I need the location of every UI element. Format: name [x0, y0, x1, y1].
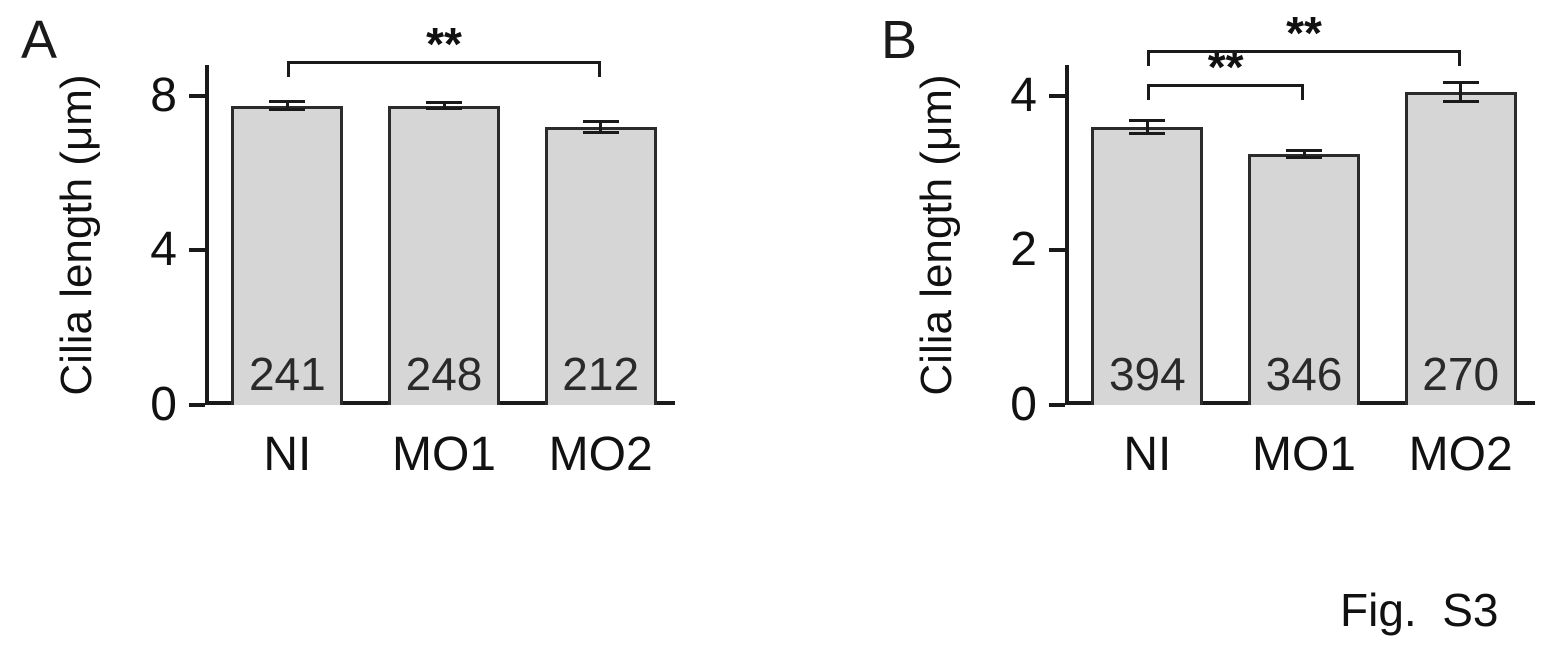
bar-count-label: 394 [1108, 348, 1186, 400]
y-tick-label: 8 [150, 68, 177, 122]
y-tick-label: 4 [1010, 68, 1037, 122]
error-bar-cap-bottom [1129, 131, 1166, 135]
y-tick-label: 0 [1010, 378, 1037, 431]
y-tick-mark [189, 93, 205, 98]
bar-count-label: 248 [405, 348, 483, 400]
chart-a: Cilia length (μm) 0 4 8 241 NI 248 MO1 212 MO2 ** [15, 5, 735, 545]
bar-count-label: 212 [562, 348, 640, 400]
error-bar-cap-bottom [1286, 156, 1322, 160]
significance-bracket-line [287, 61, 601, 65]
y-tick-mark [1049, 93, 1065, 98]
error-bar-cap-bottom [1442, 99, 1479, 103]
error-bar-cap-top [1442, 81, 1479, 85]
panel-b-label: B [881, 10, 918, 70]
significance-bracket-line [1147, 49, 1461, 53]
y-tick-mark [1049, 403, 1065, 407]
significance-bracket-line [1147, 84, 1304, 88]
significance-label: ** [1286, 6, 1322, 59]
x-tick-label: NI [1123, 428, 1172, 481]
y-tick-label: 0 [150, 378, 177, 431]
y-tick-label: 4 [150, 223, 177, 277]
error-bar-cap-bottom [582, 131, 619, 135]
significance-bracket-end-right [597, 61, 601, 78]
error-bar-cap-top [1286, 148, 1322, 152]
error-bar-line [1459, 82, 1463, 102]
bar-count-label: 346 [1265, 348, 1343, 400]
bar [1404, 92, 1517, 405]
error-bar-cap-top [1129, 119, 1166, 123]
significance-bracket-end-left [1147, 84, 1151, 101]
error-bar-line [1145, 120, 1149, 133]
x-tick-label: NI [263, 428, 312, 481]
y-tick-mark [189, 248, 205, 253]
panel-a-label: A [21, 10, 58, 70]
error-bar-line [442, 102, 446, 109]
y-tick-label: 2 [1010, 223, 1037, 277]
x-tick-label: MO1 [1251, 428, 1356, 481]
bar [1091, 126, 1204, 405]
bar [1248, 153, 1360, 405]
panel-b: B Cilia length (μm) 0 2 4 394 NI 346 MO1 270 MO2 *… [875, 5, 1566, 545]
y-tick-mark [1049, 248, 1065, 253]
bar-count-label: 241 [248, 348, 326, 400]
error-bar-cap-top [269, 100, 306, 104]
bar-count-label: 270 [1422, 348, 1500, 400]
error-bar-line [1302, 150, 1306, 158]
bar [544, 126, 657, 405]
significance-label: ** [426, 18, 462, 71]
error-bar-cap-top [426, 100, 462, 104]
x-tick-label: MO2 [548, 428, 653, 481]
error-bar-line [285, 101, 289, 110]
bar [231, 105, 344, 405]
error-bar-cap-top [582, 119, 619, 123]
error-bar-cap-bottom [269, 107, 306, 111]
error-bar-line [599, 121, 603, 133]
significance-bracket-end-right [1457, 49, 1461, 66]
significance-bracket-end-left [287, 61, 291, 78]
y-tick-mark [189, 403, 205, 407]
significance-bracket-end-right [1301, 84, 1304, 101]
x-tick-label: MO1 [391, 428, 496, 481]
error-bar-cap-bottom [426, 107, 462, 111]
significance-bracket-end-left [1147, 49, 1151, 66]
figure-caption: Fig. S3 [1340, 584, 1499, 636]
x-tick-label: MO2 [1408, 428, 1513, 481]
panel-a: A Cilia length (μm) 0 4 8 241 NI 248 MO1 212 MO2 *… [15, 5, 735, 545]
chart-b: Cilia length (μm) 0 2 4 394 NI 346 MO1 270 MO2 ** *… [875, 5, 1566, 545]
